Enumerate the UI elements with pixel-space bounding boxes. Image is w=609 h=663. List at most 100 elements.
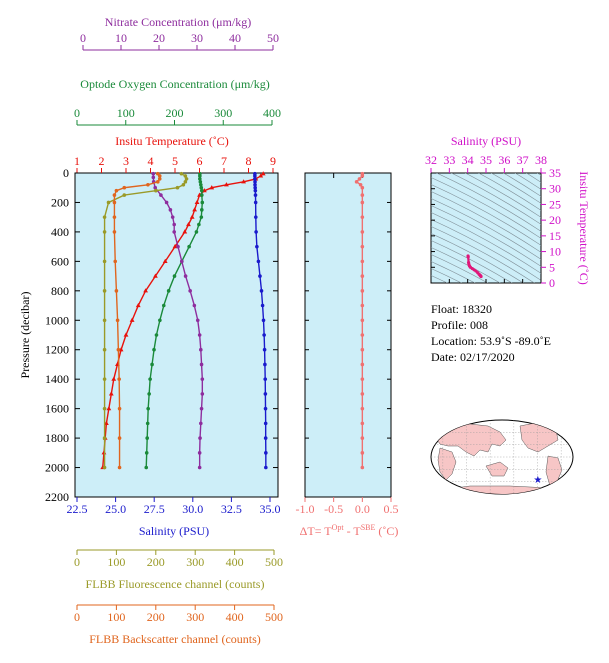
nitrate-point — [170, 215, 175, 219]
ts-temperature-axis-label: Insitu Temperature (˚C) — [577, 171, 591, 285]
density-contour — [431, 261, 476, 283]
density-contour — [431, 275, 448, 283]
fluorescence-point — [102, 230, 107, 234]
profile-series — [100, 171, 268, 470]
africa-landmass — [437, 447, 457, 481]
backscatter-point — [112, 200, 117, 205]
nitrate-series — [151, 171, 205, 470]
nitrate-point — [172, 222, 176, 227]
nitrate-tick-label: 0 — [80, 31, 86, 45]
salinity-point — [256, 259, 261, 264]
backscatter-axis-label: FLBB Backscatter channel (counts) — [89, 632, 261, 646]
oxygen-point — [154, 333, 159, 337]
temperature-point — [192, 207, 197, 212]
pressure-tick-label: 0 — [63, 166, 69, 180]
nitrate-point — [151, 171, 156, 176]
fluorescence-point — [179, 171, 184, 176]
temperature-point — [143, 288, 148, 293]
oxygen-point — [198, 180, 203, 184]
nitrate-point — [176, 244, 180, 249]
oxygen-point — [197, 222, 201, 227]
backscatter-point — [112, 193, 117, 197]
temperature-tick-label: 8 — [246, 154, 252, 168]
delta-t-point — [360, 421, 365, 426]
oxygen-point — [144, 465, 149, 470]
pressure-axis: 0 200 400 600 800 1000 1200 1400 1600 1800 2000 220… — [18, 166, 278, 504]
density-contour — [431, 191, 541, 253]
salinity-tick-label: 35.0 — [260, 502, 281, 516]
temperature-point — [162, 258, 168, 263]
oxygen-point — [158, 318, 162, 323]
oxygen-point — [146, 406, 150, 411]
nitrate-point — [197, 465, 202, 470]
ts-salinity-tick-label: 35 — [480, 153, 492, 167]
temperature-tick-label: 9 — [270, 154, 276, 168]
delta-t-point — [360, 465, 365, 470]
density-contour — [490, 173, 541, 204]
backscatter-point — [155, 180, 160, 184]
density-contour — [431, 198, 541, 260]
salinity-point — [261, 318, 266, 323]
density-contour — [464, 173, 541, 218]
backscatter-tick-label: 100 — [107, 610, 125, 624]
delta-t-tick-label: -1.0 — [296, 502, 315, 516]
temperature-tick-label: 3 — [123, 154, 129, 168]
oxygen-point — [148, 377, 152, 381]
fluorescence-point — [175, 185, 180, 190]
density-contour — [431, 177, 541, 239]
delta-t-point — [360, 244, 365, 249]
backscatter-tick-label: 300 — [186, 610, 204, 624]
backscatter-point — [115, 318, 120, 323]
oxygen-point — [200, 200, 205, 205]
fluorescence-axis: 0 100 200 300 400 500 FLBB Fluorescence chann… — [74, 549, 283, 591]
density-contour — [431, 219, 541, 281]
fluorescence-point — [102, 215, 107, 219]
density-contour — [431, 184, 541, 246]
fluorescence-point — [184, 177, 189, 181]
nitrate-point — [168, 208, 173, 212]
ts-temperature-tick-label: 5 — [549, 260, 555, 274]
fluorescence-point — [181, 182, 186, 187]
oxygen-tick-label: 0 — [74, 106, 80, 120]
density-contour — [450, 173, 541, 225]
density-contours — [421, 89, 551, 283]
delta-t-point — [360, 333, 365, 337]
delta-t-point — [360, 362, 365, 367]
temperature-tick-label: 6 — [197, 154, 203, 168]
fluorescence-point — [102, 259, 107, 264]
backscatter-axis: 0 100 200 300 400 500 FLBB Backscatter channe… — [74, 604, 283, 646]
delta-t-point — [360, 318, 365, 323]
density-contour — [421, 89, 551, 161]
temperature-point — [182, 229, 188, 234]
salinity-point — [263, 377, 268, 381]
pressure-tick-label: 200 — [51, 195, 69, 209]
nitrate-axis: 0 10 20 30 40 50 Nitrate Concentration (μm/kg… — [80, 15, 279, 51]
backscatter-tick-label: 0 — [74, 610, 80, 624]
salinity-point — [263, 392, 268, 396]
delta-t-point — [360, 436, 365, 440]
delta-t-point — [360, 392, 365, 396]
profile-date: Date: 02/17/2020 — [431, 350, 515, 364]
backscatter-tick-label: 400 — [226, 610, 244, 624]
salinity-point — [253, 185, 257, 190]
density-contour — [431, 233, 524, 283]
salinity-point — [253, 200, 258, 205]
pressure-tick-label: 800 — [51, 284, 69, 298]
salinity-point — [253, 215, 258, 219]
backscatter-series — [112, 171, 162, 470]
nitrate-point — [199, 421, 203, 426]
oxygen-point — [187, 244, 191, 249]
oxygen-point — [199, 185, 204, 190]
fluorescence-point — [154, 188, 158, 193]
oxygen-point — [152, 347, 156, 352]
oxygen-point — [200, 193, 204, 197]
temperature-point — [241, 179, 246, 184]
salinity-point — [255, 244, 259, 249]
delta-t-point — [360, 174, 365, 178]
nitrate-tick-label: 20 — [153, 31, 165, 45]
nitrate-point — [199, 362, 204, 367]
salinity-point — [253, 177, 257, 181]
fluorescence-point — [102, 465, 107, 470]
